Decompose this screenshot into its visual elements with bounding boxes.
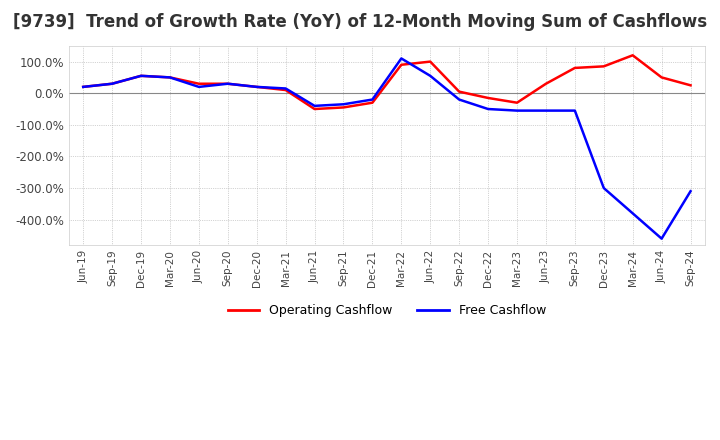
- Operating Cashflow: [570, 65, 579, 70]
- Free Cashflow: [79, 84, 88, 89]
- Free Cashflow: [629, 211, 637, 216]
- Line: Free Cashflow: Free Cashflow: [84, 59, 690, 238]
- Operating Cashflow: [600, 64, 608, 69]
- Text: [9739]  Trend of Growth Rate (YoY) of 12-Month Moving Sum of Cashflows: [9739] Trend of Growth Rate (YoY) of 12-…: [13, 13, 707, 31]
- Free Cashflow: [137, 73, 145, 78]
- Free Cashflow: [426, 73, 435, 78]
- Free Cashflow: [600, 185, 608, 191]
- Operating Cashflow: [339, 105, 348, 110]
- Free Cashflow: [657, 236, 666, 241]
- Operating Cashflow: [629, 53, 637, 58]
- Operating Cashflow: [166, 75, 174, 80]
- Operating Cashflow: [310, 106, 319, 112]
- Operating Cashflow: [657, 75, 666, 80]
- Free Cashflow: [541, 108, 550, 113]
- Operating Cashflow: [426, 59, 435, 64]
- Operating Cashflow: [253, 84, 261, 89]
- Free Cashflow: [397, 56, 405, 61]
- Operating Cashflow: [194, 81, 203, 86]
- Line: Operating Cashflow: Operating Cashflow: [84, 55, 690, 109]
- Operating Cashflow: [686, 83, 695, 88]
- Free Cashflow: [108, 81, 117, 86]
- Operating Cashflow: [484, 95, 492, 101]
- Free Cashflow: [282, 86, 290, 91]
- Free Cashflow: [484, 106, 492, 112]
- Operating Cashflow: [455, 89, 464, 94]
- Free Cashflow: [686, 189, 695, 194]
- Free Cashflow: [310, 103, 319, 109]
- Operating Cashflow: [397, 62, 405, 67]
- Free Cashflow: [513, 108, 521, 113]
- Free Cashflow: [223, 81, 232, 86]
- Operating Cashflow: [368, 100, 377, 105]
- Free Cashflow: [166, 75, 174, 80]
- Operating Cashflow: [108, 81, 117, 86]
- Operating Cashflow: [223, 81, 232, 86]
- Free Cashflow: [253, 84, 261, 89]
- Operating Cashflow: [282, 88, 290, 93]
- Operating Cashflow: [541, 81, 550, 86]
- Free Cashflow: [455, 97, 464, 102]
- Operating Cashflow: [513, 100, 521, 105]
- Operating Cashflow: [79, 84, 88, 89]
- Free Cashflow: [368, 97, 377, 102]
- Free Cashflow: [339, 102, 348, 107]
- Free Cashflow: [194, 84, 203, 89]
- Free Cashflow: [570, 108, 579, 113]
- Legend: Operating Cashflow, Free Cashflow: Operating Cashflow, Free Cashflow: [222, 299, 551, 323]
- Operating Cashflow: [137, 73, 145, 78]
